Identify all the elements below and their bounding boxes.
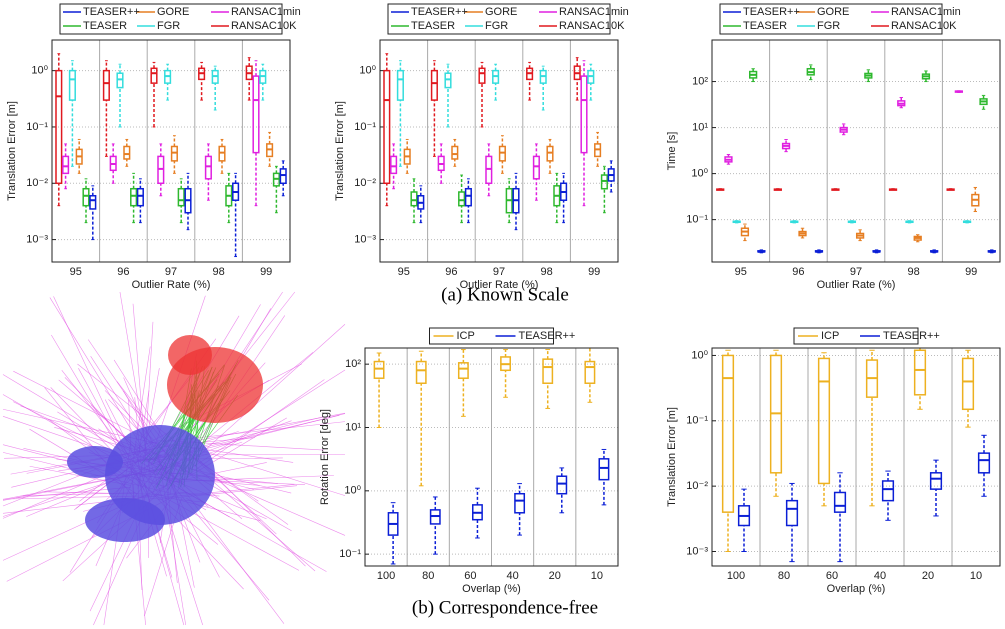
x-tick-label: 96 (445, 266, 457, 278)
red-cloud-ear (168, 335, 212, 375)
figure: (a) Known Scale (b) Correspondence-free … (0, 0, 1005, 629)
x-tick-label: 99 (588, 266, 600, 278)
y-tick-label: 10⁻² (354, 177, 376, 189)
legend-label: RANSAC1min (231, 6, 301, 18)
x-tick-label: 99 (965, 266, 977, 278)
y-tick-label: 10¹ (345, 421, 361, 433)
x-tick-label: 96 (792, 266, 804, 278)
y-axis-label: Translation Error [m] (666, 407, 678, 507)
x-tick-label: 97 (165, 266, 177, 278)
x-tick-label: 99 (260, 266, 272, 278)
y-tick-label: 10⁻¹ (354, 121, 376, 133)
x-axis-label: Overlap (%) (827, 583, 886, 595)
legend-label: FGR (817, 20, 840, 32)
x-axis-label: Overlap (%) (462, 583, 521, 595)
y-tick-label: 10⁻¹ (686, 415, 708, 427)
y-tick-label: 10⁰ (359, 65, 376, 77)
legend-label: TEASER++ (411, 6, 468, 18)
y-axis-label: Translation Error [m] (334, 101, 346, 201)
y-axis-label: Time [s] (666, 132, 678, 171)
x-tick-label: 96 (117, 266, 129, 278)
legend-label: TEASER++ (743, 6, 800, 18)
x-tick-label: 10 (591, 570, 603, 582)
legend-label: ICP (821, 330, 839, 342)
y-tick-label: 10⁻¹ (686, 214, 708, 226)
caption: (b) Correspondence-free (412, 597, 598, 618)
x-tick-label: 98 (212, 266, 224, 278)
x-tick-label: 98 (907, 266, 919, 278)
x-tick-label: 20 (549, 570, 561, 582)
x-tick-label: 100 (377, 570, 395, 582)
plot-area (712, 40, 1000, 262)
legend-label: GORE (485, 6, 517, 18)
y-tick-label: 10⁻² (686, 480, 708, 492)
y-tick-label: 10⁻¹ (339, 548, 361, 560)
x-tick-label: 60 (826, 570, 838, 582)
x-tick-label: 40 (874, 570, 886, 582)
y-axis-label: Rotation Error [deg] (319, 409, 331, 505)
x-tick-label: 98 (540, 266, 552, 278)
legend-label: RANSAC10K (231, 20, 297, 32)
x-tick-label: 97 (850, 266, 862, 278)
x-tick-label: 95 (735, 266, 747, 278)
y-tick-label: 10⁰ (691, 168, 708, 180)
legend-label: TEASER++ (883, 330, 940, 342)
legend-label: TEASER++ (519, 330, 576, 342)
point-cloud-image (3, 292, 345, 625)
blue-cloud-base (85, 498, 165, 542)
legend-label: RANSAC10K (891, 20, 957, 32)
x-tick-label: 95 (70, 266, 82, 278)
x-tick-label: 100 (727, 570, 745, 582)
x-tick-label: 10 (970, 570, 982, 582)
legend-label: GORE (817, 6, 849, 18)
blue-cloud-ear (67, 446, 123, 478)
y-tick-label: 10² (345, 358, 361, 370)
x-tick-label: 60 (464, 570, 476, 582)
x-tick-label: 40 (506, 570, 518, 582)
y-tick-label: 10⁻³ (26, 233, 48, 245)
legend-label: GORE (157, 6, 189, 18)
y-tick-label: 10⁰ (691, 349, 708, 361)
legend-label: RANSAC10K (559, 20, 625, 32)
y-tick-label: 10⁻³ (354, 233, 376, 245)
y-tick-label: 10⁻¹ (26, 121, 48, 133)
y-tick-label: 10⁻³ (686, 545, 708, 557)
x-axis-label: Outlier Rate (%) (817, 279, 896, 291)
legend-label: ICP (457, 330, 475, 342)
legend-label: TEASER (83, 20, 127, 32)
x-tick-label: 20 (922, 570, 934, 582)
x-axis-label: Outlier Rate (%) (132, 279, 211, 291)
y-tick-label: 10¹ (692, 121, 708, 133)
x-tick-label: 97 (493, 266, 505, 278)
legend-label: RANSAC1min (559, 6, 629, 18)
y-axis-label: Translation Error [m] (6, 101, 18, 201)
x-tick-label: 80 (778, 570, 790, 582)
legend-label: RANSAC1min (891, 6, 961, 18)
legend-label: TEASER (743, 20, 787, 32)
legend-label: TEASER (411, 20, 455, 32)
x-axis-label: Outlier Rate (%) (460, 279, 539, 291)
y-tick-label: 10⁰ (344, 485, 361, 497)
legend-label: FGR (157, 20, 180, 32)
y-tick-label: 10⁻² (26, 177, 48, 189)
x-tick-label: 80 (422, 570, 434, 582)
x-tick-label: 95 (398, 266, 410, 278)
y-tick-label: 10² (692, 75, 708, 87)
legend-label: FGR (485, 20, 508, 32)
legend-label: TEASER++ (83, 6, 140, 18)
y-tick-label: 10⁰ (31, 65, 48, 77)
